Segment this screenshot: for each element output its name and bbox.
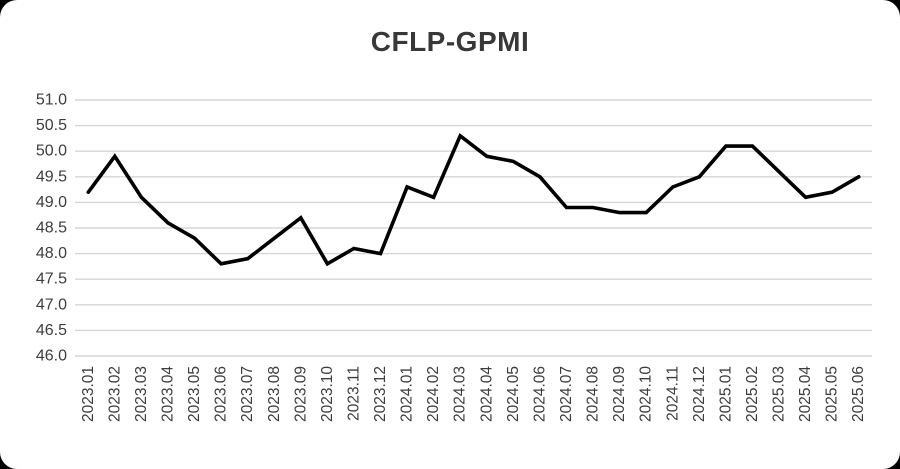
x-axis-tick-group: 2023.11 (345, 366, 362, 421)
x-axis-tick-label: 2023.10 (319, 366, 336, 422)
x-axis-tick-label: 2024.04 (478, 366, 495, 422)
x-axis-tick-group: 2024.05 (505, 366, 522, 422)
x-axis-tick-group: 2025.06 (850, 366, 867, 422)
x-axis-tick-label: 2023.11 (345, 366, 362, 421)
y-axis-tick-label: 46.5 (36, 322, 67, 339)
x-axis-tick-label: 2024.02 (425, 366, 442, 422)
x-axis-tick-label: 2023.05 (186, 366, 203, 422)
x-axis-tick-label: 2023.12 (372, 366, 389, 422)
y-axis-tick-label: 48.0 (36, 245, 67, 262)
x-axis-tick-group: 2024.06 (531, 366, 548, 422)
x-axis-tick-label: 2025.01 (717, 366, 734, 422)
x-axis-tick-group: 2023.02 (106, 366, 123, 422)
x-axis-tick-group: 2024.12 (691, 366, 708, 422)
x-axis-tick-group: 2023.10 (319, 366, 336, 422)
chart-title: CFLP-GPMI (370, 26, 530, 57)
x-axis-tick-label: 2025.06 (850, 366, 867, 422)
x-axis-tick-group: 2025.04 (797, 366, 814, 422)
x-axis-tick-label: 2024.06 (531, 366, 548, 422)
x-axis-tick-label: 2024.05 (505, 366, 522, 422)
x-axis-tick-label: 2023.06 (213, 366, 230, 422)
x-axis-tick-group: 2023.05 (186, 366, 203, 422)
y-axis-tick-label: 48.5 (36, 220, 67, 237)
x-axis-tick-label: 2023.03 (133, 366, 150, 422)
x-axis-tick-group: 2025.02 (744, 366, 761, 422)
y-axis-tick-label: 46.0 (36, 348, 67, 365)
x-axis-tick-label: 2024.11 (664, 366, 681, 421)
x-axis-tick-label: 2024.09 (611, 366, 628, 422)
x-axis-tick-label: 2025.02 (744, 366, 761, 422)
x-axis-tick-label: 2024.01 (399, 366, 416, 422)
y-axis-tick-label: 47.5 (36, 271, 67, 288)
y-axis-tick-label: 49.5 (36, 168, 67, 185)
x-axis-tick-label: 2023.02 (106, 366, 123, 422)
x-axis-tick-group: 2024.02 (425, 366, 442, 422)
x-axis-tick-group: 2023.01 (80, 366, 97, 422)
y-axis-tick-label: 49.0 (36, 194, 67, 211)
y-axis-tick-label: 51.0 (36, 92, 67, 109)
x-axis-tick-label: 2024.12 (691, 366, 708, 422)
x-axis-tick-group: 2023.04 (159, 366, 176, 422)
x-axis-tick-group: 2023.08 (266, 366, 283, 422)
x-axis-tick-label: 2025.05 (824, 366, 841, 422)
x-axis-tick-group: 2025.01 (717, 366, 734, 422)
x-axis-tick-group: 2023.03 (133, 366, 150, 422)
x-axis-tick-group: 2024.10 (638, 366, 655, 422)
x-axis-tick-group: 2023.12 (372, 366, 389, 422)
x-axis-tick-group: 2024.01 (399, 366, 416, 422)
x-axis-tick-group: 2024.08 (585, 366, 602, 422)
x-axis-tick-label: 2023.01 (80, 366, 97, 422)
x-axis-tick-label: 2025.04 (797, 366, 814, 422)
x-axis-tick-group: 2023.07 (239, 366, 256, 422)
data-series-line (86, 132, 861, 267)
x-axis-tick-label: 2023.07 (239, 366, 256, 422)
y-axis-tick-label: 50.0 (36, 143, 67, 160)
x-axis-tick-group: 2024.04 (478, 366, 495, 422)
x-axis-tick-group: 2023.09 (292, 366, 309, 422)
x-axis-tick-label: 2023.04 (159, 366, 176, 422)
x-axis-tick-group: 2024.03 (452, 366, 469, 422)
x-axis-tick-label: 2024.03 (452, 366, 469, 422)
x-axis-tick-label: 2023.08 (266, 366, 283, 422)
x-axis-tick-group: 2025.03 (771, 366, 788, 422)
x-axis-tick-label: 2025.03 (771, 366, 788, 422)
x-axis-tick-group: 2025.05 (824, 366, 841, 422)
x-axis-tick-group: 2024.11 (664, 366, 681, 421)
x-axis-tick-group: 2024.09 (611, 366, 628, 422)
y-axis-tick-label: 50.5 (36, 117, 67, 134)
x-axis-tick-group: 2023.06 (213, 366, 230, 422)
x-axis-tick-label: 2024.08 (585, 366, 602, 422)
x-axis-tick-label: 2024.10 (638, 366, 655, 422)
x-axis-tick-group: 2024.07 (558, 366, 575, 422)
x-axis-tick-label: 2023.09 (292, 366, 309, 422)
y-axis-tick-label: 47.0 (36, 296, 67, 313)
x-axis-tick-label: 2024.07 (558, 366, 575, 422)
